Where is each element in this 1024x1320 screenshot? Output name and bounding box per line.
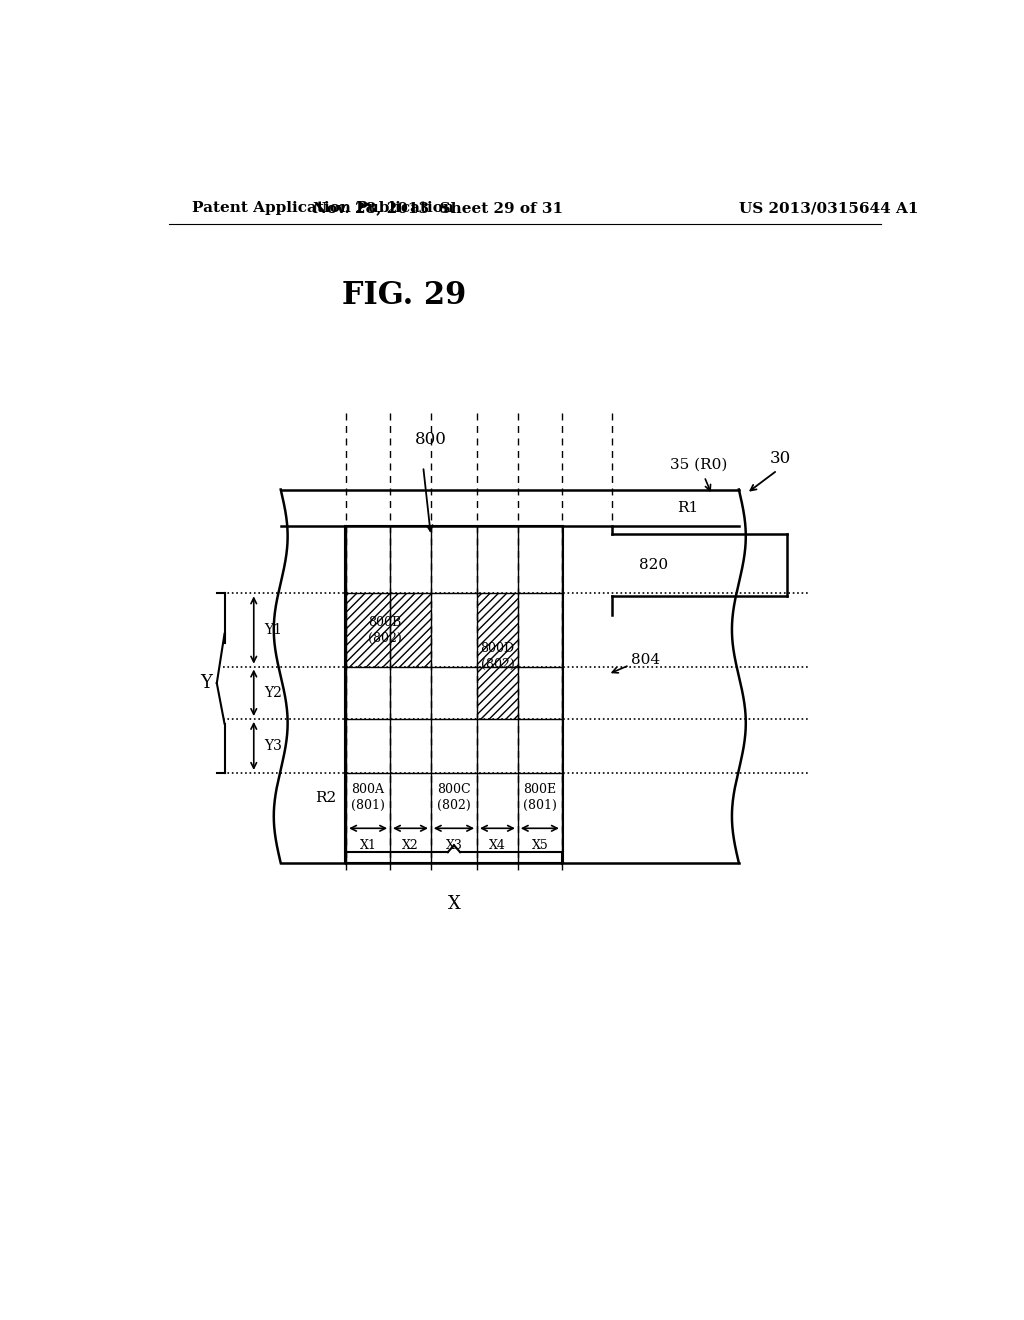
Text: 800D
(802): 800D (802) — [480, 642, 514, 671]
Text: Patent Application Publication: Patent Application Publication — [193, 202, 455, 215]
Bar — [345, 527, 563, 863]
Text: 800A
(801): 800A (801) — [351, 783, 385, 812]
Text: FIG. 29: FIG. 29 — [342, 280, 466, 312]
Text: Y2: Y2 — [264, 686, 283, 700]
Text: Nov. 28, 2013  Sheet 29 of 31: Nov. 28, 2013 Sheet 29 of 31 — [313, 202, 563, 215]
Text: X4: X4 — [489, 838, 506, 851]
Text: Y1: Y1 — [264, 623, 283, 638]
Text: 800B
(802): 800B (802) — [368, 615, 401, 644]
Text: 800: 800 — [415, 430, 446, 447]
Text: 800E
(801): 800E (801) — [523, 783, 557, 812]
Text: 820: 820 — [639, 558, 668, 572]
Text: 804: 804 — [631, 653, 660, 668]
Text: R1: R1 — [677, 502, 698, 515]
Text: X: X — [447, 895, 461, 912]
Bar — [477, 594, 518, 719]
Text: Y3: Y3 — [264, 739, 283, 752]
Text: 30: 30 — [770, 450, 791, 467]
Text: 35 (R0): 35 (R0) — [670, 458, 727, 471]
Text: X3: X3 — [445, 838, 463, 851]
Text: US 2013/0315644 A1: US 2013/0315644 A1 — [739, 202, 919, 215]
Text: X1: X1 — [359, 838, 377, 851]
Text: 800C
(802): 800C (802) — [437, 783, 471, 812]
Text: X2: X2 — [402, 838, 419, 851]
Text: R2: R2 — [315, 791, 337, 804]
Text: Y: Y — [200, 675, 212, 692]
Bar — [346, 594, 431, 667]
Text: X5: X5 — [531, 838, 548, 851]
